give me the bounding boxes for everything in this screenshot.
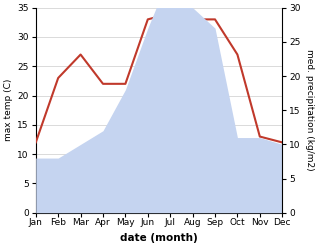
X-axis label: date (month): date (month) [120, 233, 198, 243]
Y-axis label: med. precipitation (kg/m2): med. precipitation (kg/m2) [305, 49, 314, 171]
Y-axis label: max temp (C): max temp (C) [4, 79, 13, 141]
